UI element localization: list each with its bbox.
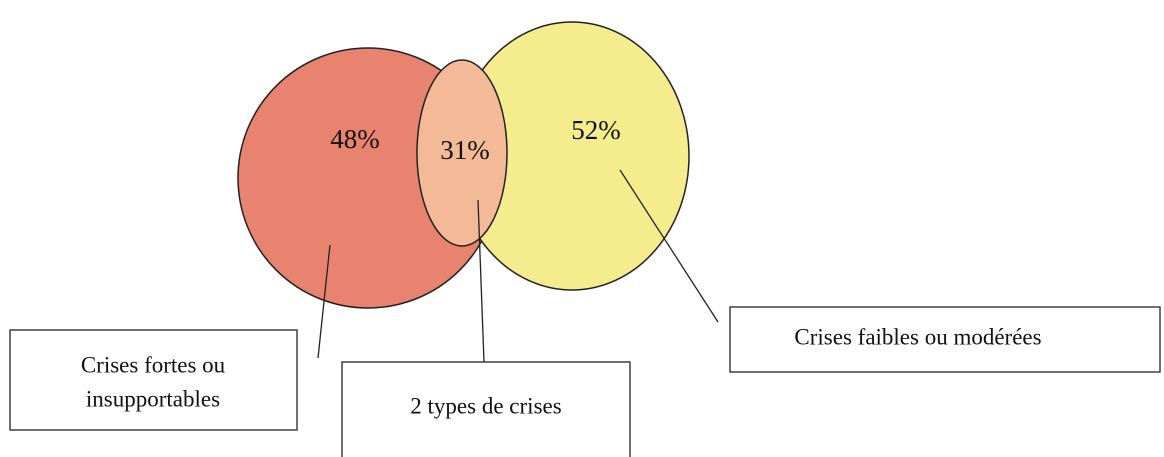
left-value: 48% [330,124,380,154]
label-line: Crises fortes ou [81,352,226,377]
label-line: insupportables [86,386,220,411]
intersection [416,59,508,247]
callout-line [477,199,485,363]
label-box [729,306,1161,373]
callout-line [317,244,331,359]
callout-line [619,169,719,323]
right-value: 52% [571,115,621,145]
intersection-value: 31% [440,135,490,165]
label-line: 2 types de crises [410,393,561,418]
label-box [9,329,298,431]
label-line: Crises faibles ou modérées [794,324,1041,349]
label-box [341,361,631,457]
